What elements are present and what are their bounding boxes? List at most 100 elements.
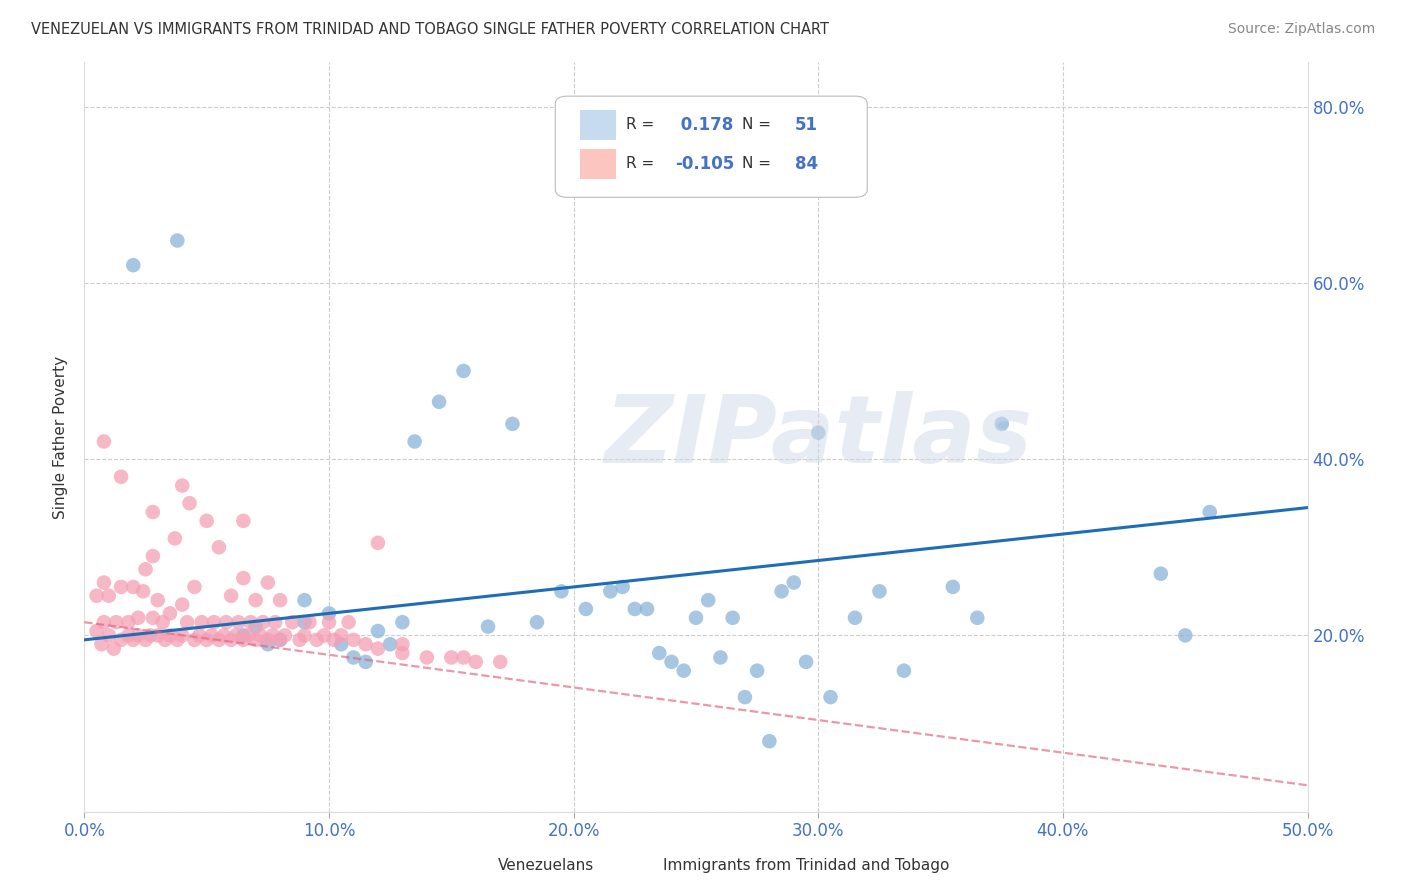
Point [502,417,524,431]
Point [103,641,125,656]
Point [195,514,218,528]
Point [212,628,235,642]
Point [367,641,389,656]
Point [807,425,830,440]
Point [322,632,344,647]
Text: ZIPatlas: ZIPatlas [605,391,1032,483]
Point [219,589,242,603]
Point [550,584,572,599]
Point [166,234,188,248]
Text: -0.105: -0.105 [675,154,734,172]
Text: N =: N = [742,117,776,132]
Point [262,628,284,642]
Point [354,637,377,651]
Point [758,734,780,748]
Point [215,615,238,630]
Point [135,632,157,647]
Point [105,615,128,630]
Y-axis label: Single Father Poverty: Single Father Poverty [53,356,69,518]
Point [146,628,169,642]
Point [117,628,139,642]
Point [93,575,115,590]
Point [1198,505,1220,519]
Point [1150,566,1173,581]
Point [232,514,254,528]
Point [391,637,413,651]
Point [1174,628,1197,642]
Point [416,650,439,665]
Point [200,628,222,642]
Point [146,593,169,607]
Point [166,632,188,647]
Point [721,611,744,625]
Point [245,632,267,647]
Point [142,505,165,519]
Point [127,611,149,625]
Point [281,615,304,630]
Point [257,632,280,647]
Point [783,575,806,590]
FancyBboxPatch shape [555,96,868,197]
Text: N =: N = [742,156,776,171]
Point [188,628,211,642]
Point [298,615,321,630]
Point [288,632,311,647]
Text: 51: 51 [794,116,818,134]
Point [208,632,231,647]
Point [342,632,364,647]
Text: Source: ZipAtlas.com: Source: ZipAtlas.com [1227,22,1375,37]
Point [526,615,548,630]
Point [942,580,965,594]
Point [367,536,389,550]
Point [672,664,695,678]
Point [142,611,165,625]
Point [122,258,145,272]
Point [427,394,450,409]
Point [153,632,176,647]
Point [245,593,267,607]
Point [176,615,198,630]
Point [195,632,218,647]
Point [820,690,842,705]
Text: R =: R = [626,156,659,171]
Point [697,593,720,607]
Point [110,469,132,483]
Point [893,664,915,678]
Point [747,664,769,678]
Point [337,615,360,630]
Point [685,611,707,625]
Point [269,632,291,647]
Point [869,584,891,599]
Text: VENEZUELAN VS IMMIGRANTS FROM TRINIDAD AND TOBAGO SINGLE FATHER POVERTY CORRELAT: VENEZUELAN VS IMMIGRANTS FROM TRINIDAD A… [31,22,830,37]
Point [380,637,402,651]
Point [391,646,413,660]
Point [294,628,316,642]
Text: Immigrants from Trinidad and Tobago: Immigrants from Trinidad and Tobago [664,858,949,873]
Point [93,434,115,449]
Point [991,417,1014,431]
Point [172,628,194,642]
Point [232,628,254,642]
Point [477,619,499,633]
Point [139,628,162,642]
Point [132,584,155,599]
Point [179,496,201,510]
Point [269,593,291,607]
Point [367,624,389,638]
Point [453,364,475,378]
Point [249,628,271,642]
FancyBboxPatch shape [628,851,655,880]
Point [172,598,194,612]
Point [274,628,297,642]
Point [489,655,512,669]
Point [330,637,353,651]
Point [219,632,242,647]
Point [844,611,866,625]
Point [117,615,139,630]
Point [453,650,475,665]
Point [305,632,328,647]
Point [354,655,377,669]
Point [142,549,165,563]
Point [770,584,793,599]
Point [86,624,108,638]
